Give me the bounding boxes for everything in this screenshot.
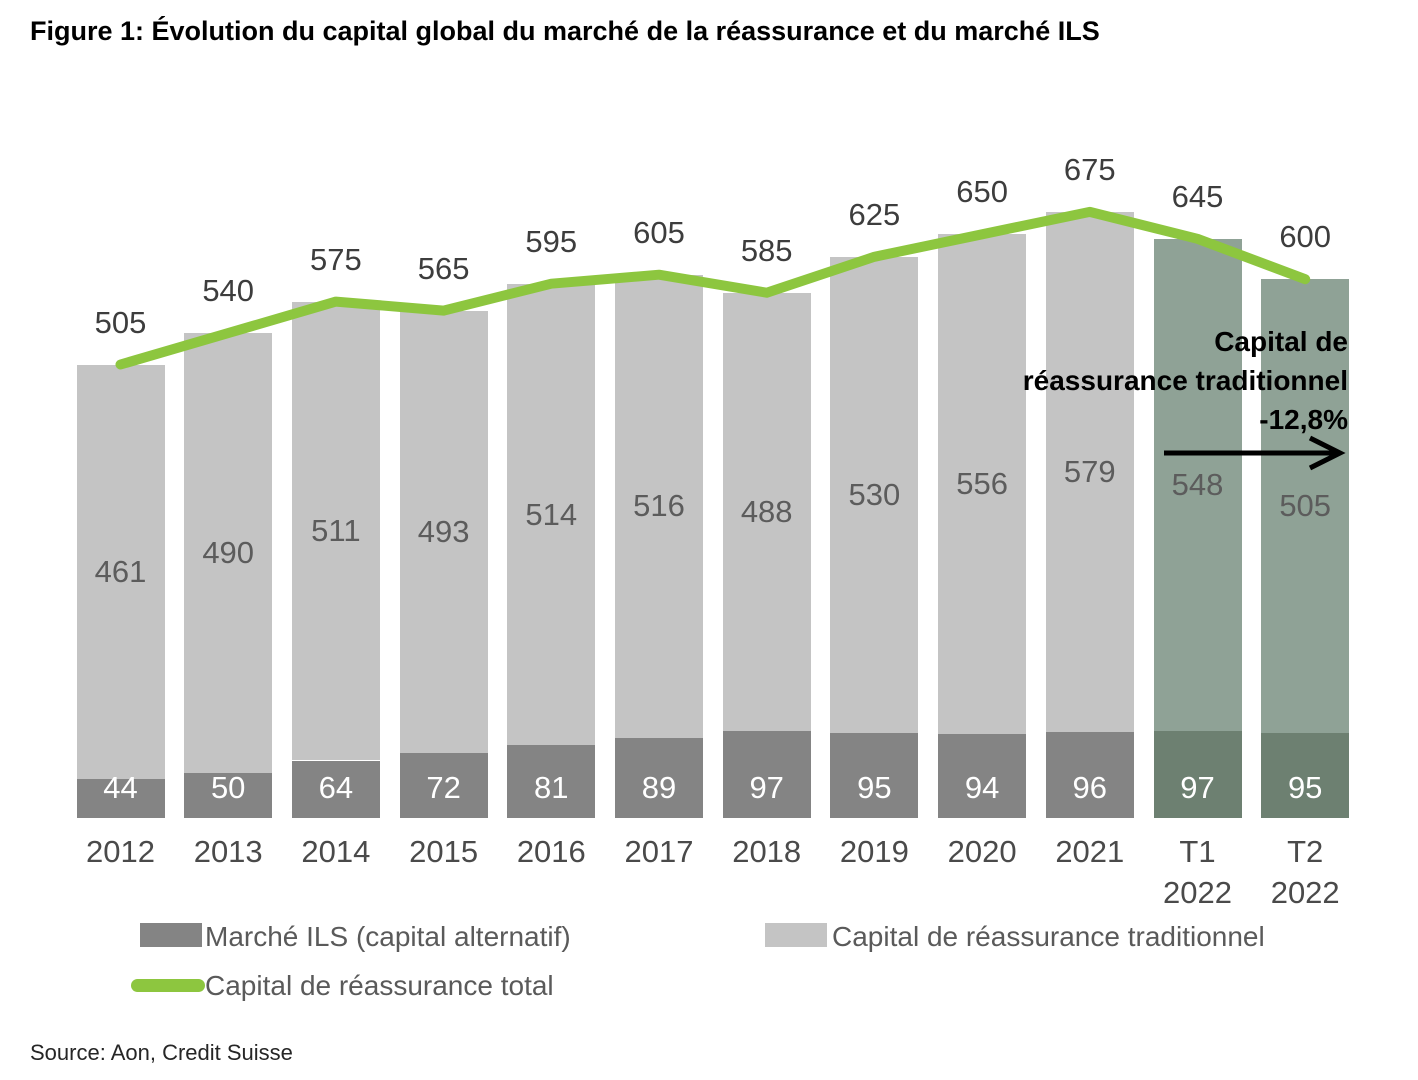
traditional-value-label: 511 [311, 513, 361, 549]
x-axis-label: 2021 [1055, 834, 1125, 869]
traditional-capital-bar [76, 364, 165, 779]
ils-value-label: 97 [1180, 770, 1215, 805]
ils-capital-bar [399, 753, 488, 818]
traditional-value-label: 488 [740, 493, 793, 529]
legend-swatch-total-line [131, 979, 205, 992]
x-axis-label: 2014 [301, 834, 371, 869]
x-axis-label: T2 2022 [1270, 834, 1340, 910]
traditional-value-label: 579 [1063, 453, 1116, 489]
ils-value-label: 95 [1287, 770, 1323, 805]
traditional-capital-bar [399, 310, 488, 754]
ils-capital-bar [1153, 730, 1242, 818]
legend-swatch-traditional [765, 923, 827, 947]
traditional-value-label: 461 [94, 553, 147, 589]
ils-capital-bar [938, 733, 1027, 818]
ils-capital-bar [291, 760, 380, 818]
traditional-value-label: 514 [525, 496, 578, 532]
ils-value-label: 94 [964, 770, 1000, 805]
total-value-label: 675 [1063, 151, 1116, 187]
traditional-value-label: 493 [417, 514, 470, 549]
ils-capital-bar [1045, 731, 1134, 818]
annotation-line-2: réassurance traditionnel [1022, 365, 1348, 396]
source-note: Source: Aon, Credit Suisse [30, 1040, 293, 1065]
traditional-value-label: 516 [633, 488, 685, 524]
traditional-value-label: 505 [1279, 487, 1332, 523]
legend-swatch-ils [140, 923, 202, 947]
x-axis-label: 2019 [839, 834, 909, 869]
x-axis-label: 2017 [624, 834, 694, 869]
x-axis-label: 2013 [193, 834, 263, 869]
total-value-label: 600 [1279, 219, 1332, 255]
ils-capital-bar [722, 730, 811, 818]
x-axis-label: 2016 [516, 834, 586, 869]
figure-title: Figure 1: Évolution du capital global du… [30, 16, 1100, 46]
ils-value-label: 97 [749, 770, 784, 805]
traditional-value-label: 530 [848, 476, 901, 512]
x-axis-label: 2020 [947, 834, 1017, 869]
right-arrow-icon [1164, 435, 1346, 471]
x-axis-label: T1 2022 [1163, 834, 1232, 910]
total-value-label: 540 [202, 273, 255, 309]
traditional-capital-bar [184, 333, 273, 774]
ils-capital-bar [1261, 732, 1350, 818]
x-axis-label: 2012 [86, 834, 155, 869]
ils-capital-bar [184, 773, 273, 818]
traditional-value-label: 490 [202, 535, 255, 571]
ils-value-label: 95 [857, 770, 892, 805]
annotation-line-1: Capital de [1214, 326, 1348, 357]
ils-value-label: 81 [534, 770, 569, 805]
annotation-line-3: -12,8% [1259, 404, 1348, 435]
ils-capital-bar [830, 732, 919, 818]
annotation-traditional-capital-decline: Capital de réassurance traditionnel -12,… [1023, 322, 1348, 439]
x-axis-label: 2015 [409, 834, 479, 869]
legend-label-traditional: Capital de réassurance traditionnel [832, 921, 1265, 952]
ils-value-label: 64 [318, 770, 354, 805]
traditional-value-label: 556 [956, 465, 1008, 501]
ils-capital-bar [76, 778, 165, 818]
total-value-label: 650 [956, 174, 1008, 210]
total-value-label: 645 [1171, 178, 1224, 214]
ils-value-label: 44 [103, 770, 138, 805]
ils-value-label: 96 [1072, 770, 1108, 805]
ils-value-label: 72 [426, 770, 461, 805]
x-axis-label: 2018 [732, 834, 802, 869]
legend-label-total: Capital de réassurance total [205, 970, 554, 1001]
ils-value-label: 89 [641, 770, 677, 805]
ils-capital-bar [615, 738, 703, 818]
total-value-label: 505 [94, 304, 147, 340]
ils-capital-bar [507, 745, 596, 818]
traditional-value-label: 548 [1171, 466, 1224, 502]
legend-label-ils: Marché ILS (capital alternatif) [205, 921, 571, 952]
ils-value-label: 50 [210, 770, 246, 805]
total-value-label: 585 [740, 232, 793, 268]
traditional-capital-bar [291, 301, 380, 761]
